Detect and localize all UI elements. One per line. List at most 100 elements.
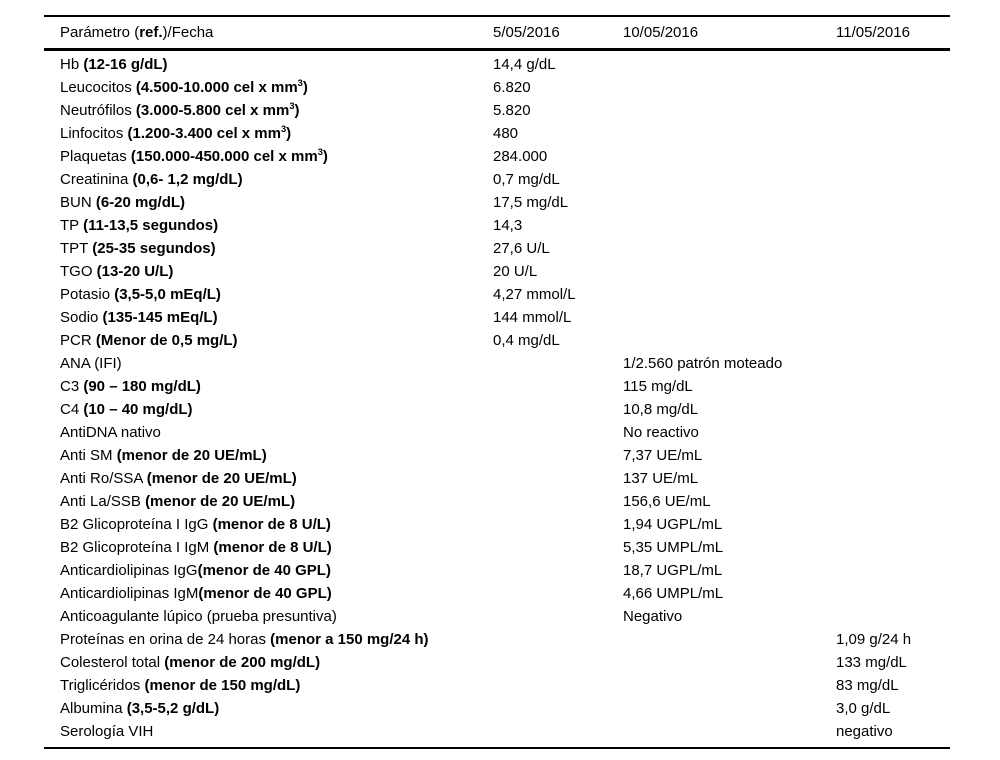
table-row: C3 (90 – 180 mg/dL) 115 mg/dL xyxy=(44,375,950,398)
parameter-reference-range: (11-13,5 segundos) xyxy=(83,217,219,234)
table-row: Potasio (3,5-5,0 mEq/L) 4,27 mmol/L xyxy=(44,283,950,306)
table-header-row: Parámetro (ref.)/Fecha 5/05/2016 10/05/2… xyxy=(44,17,950,51)
parameter-cell: Colesterol total (menor de 200 mg/dL) xyxy=(44,654,493,671)
table-row: B2 Glicoproteína I IgM (menor de 8 U/L) 5… xyxy=(44,536,950,559)
superscript: 3 xyxy=(280,125,287,134)
parameter-reference-range: (menor de 8 U/L) xyxy=(212,516,331,533)
parameter-reference-range: (6-20 mg/dL) xyxy=(95,194,186,211)
parameter-cell: Anti SM (menor de 20 UE/mL) xyxy=(44,447,493,464)
table-row: Proteínas en orina de 24 horas (menor a … xyxy=(44,628,950,651)
table-row: Triglicéridos (menor de 150 mg/dL) 83 mg/… xyxy=(44,674,950,697)
parameter-cell: ANA (IFI) xyxy=(44,355,493,372)
value-cell-date-2: 137 UE/mL xyxy=(623,470,699,487)
parameter-cell: Serología VIH xyxy=(44,723,493,740)
header-parameter-cell: Parámetro (ref.)/Fecha xyxy=(44,24,493,41)
value-cell-date-1: 284.000 xyxy=(493,148,548,165)
table-row: B2 Glicoproteína I IgG (menor de 8 U/L) 1… xyxy=(44,513,950,536)
parameter-cell: Anticardiolipinas IgG(menor de 40 GPL) xyxy=(44,562,493,579)
table-row: TGO (13-20 U/L) 20 U/L xyxy=(44,260,950,283)
parameter-name: Anticardiolipinas IgM xyxy=(60,585,199,602)
value-cell-date-2: 115 mg/dL xyxy=(623,378,693,395)
table-row: Plaquetas (150.000-450.000 cel x mm3) 284… xyxy=(44,145,950,168)
value-cell-date-1: 20 U/L xyxy=(493,263,538,280)
parameter-cell: PCR (Menor de 0,5 mg/L) xyxy=(44,332,493,349)
table-row: Anti Ro/SSA (menor de 20 UE/mL) 137 UE/mL xyxy=(44,467,950,490)
parameter-cell: Anti Ro/SSA (menor de 20 UE/mL) xyxy=(44,470,493,487)
table-row: Leucocitos (4.500-10.000 cel x mm3) 6.820 xyxy=(44,76,950,99)
parameter-name: Anticardiolipinas IgG xyxy=(60,562,198,579)
parameter-cell: Hb (12-16 g/dL) xyxy=(44,56,493,73)
value-cell-date-1: 4,27 mmol/L xyxy=(493,286,576,303)
table-row: Albumina (3,5-5,2 g/dL) 3,0 g/dL xyxy=(44,697,950,720)
table-row: Anti La/SSB (menor de 20 UE/mL) 156,6 UE/… xyxy=(44,490,950,513)
parameter-cell: C3 (90 – 180 mg/dL) xyxy=(44,378,493,395)
value-cell-date-3: negativo xyxy=(836,723,893,740)
table-row: Linfocitos (1.200-3.400 cel x mm3) 480 xyxy=(44,122,950,145)
table-row: TP (11-13,5 segundos) 14,3 xyxy=(44,214,950,237)
parameter-name: Anticoagulante lúpico xyxy=(60,608,207,625)
parameter-reference-range: (menor de 200 mg/dL) xyxy=(164,654,321,671)
parameter-reference-range: (13-20 U/L) xyxy=(96,263,174,280)
parameter-reference-range: (menor a 150 mg/24 h) xyxy=(270,631,429,648)
parameter-cell: Sodio (135-145 mEq/L) xyxy=(44,309,493,326)
header-date-1: 5/05/2016 xyxy=(493,24,560,41)
parameter-cell: Potasio (3,5-5,0 mEq/L) xyxy=(44,286,493,303)
header-parameter-suffix: )/Fecha xyxy=(162,24,214,41)
table-row: AntiDNA nativo No reactivo xyxy=(44,421,950,444)
parameter-name: Neutrófilos xyxy=(60,102,136,119)
header-date-3: 11/05/2016 xyxy=(836,24,910,41)
superscript: 3 xyxy=(289,102,295,111)
header-parameter-prefix: Parámetro ( xyxy=(60,24,140,41)
value-cell-date-2: 18,7 UGPL/mL xyxy=(623,562,723,579)
parameter-cell: Leucocitos (4.500-10.000 cel x mm3) xyxy=(44,79,493,96)
table-row: ANA (IFI) 1/2.560 patrón moteado xyxy=(44,352,950,375)
value-cell-date-2: 10,8 mg/dL xyxy=(623,401,699,418)
parameter-reference-range: (menor de 150 mg/dL) xyxy=(144,677,301,694)
value-cell-date-2: 1,94 UGPL/mL xyxy=(623,516,723,533)
parameter-name: C4 xyxy=(60,401,84,418)
parameter-name: B2 Glicoproteína I IgG xyxy=(60,516,213,533)
value-cell-date-3: 3,0 g/dL xyxy=(836,700,891,717)
parameter-name: BUN xyxy=(60,194,96,211)
parameter-name: TGO xyxy=(60,263,97,280)
parameter-cell: C4 (10 – 40 mg/dL) xyxy=(44,401,493,418)
table-body: Hb (12-16 g/dL) 14,4 g/dL Leucocitos (4.50… xyxy=(44,51,950,749)
table-row: PCR (Menor de 0,5 mg/L) 0,4 mg/dL xyxy=(44,329,950,352)
value-cell-date-1: 14,4 g/dL xyxy=(493,56,556,73)
superscript: 3 xyxy=(317,148,323,157)
parameter-name: PCR xyxy=(60,332,96,349)
table-row: BUN (6-20 mg/dL) 17,5 mg/dL xyxy=(44,191,950,214)
parameter-name: C3 xyxy=(60,378,84,395)
parameter-reference-range: (25-35 segundos) xyxy=(92,240,216,257)
parameter-cell: Proteínas en orina de 24 horas (menor a … xyxy=(44,631,493,648)
value-cell-date-3: 133 mg/dL xyxy=(836,654,907,671)
lab-results-table: Parámetro (ref.)/Fecha 5/05/2016 10/05/2… xyxy=(44,15,950,749)
table-row: Neutrófilos (3.000-5.800 cel x mm3) 5.820 xyxy=(44,99,950,122)
table-row: Sodio (135-145 mEq/L) 144 mmol/L xyxy=(44,306,950,329)
parameter-name: Anti La/SSB xyxy=(60,493,146,510)
parameter-reference-range: (90 – 180 mg/dL) xyxy=(83,378,201,395)
parameter-cell: Neutrófilos (3.000-5.800 cel x mm3) xyxy=(44,102,493,119)
parameter-name: TP xyxy=(60,217,84,234)
parameter-reference-range: (menor de 40 GPL) xyxy=(197,562,331,579)
parameter-name: Leucocitos xyxy=(60,79,136,96)
parameter-name: TPT xyxy=(60,240,93,257)
parameter-name: Triglicéridos xyxy=(60,677,145,694)
parameter-name: ANA xyxy=(60,355,95,372)
parameter-reference-range: (135-145 mEq/L) xyxy=(102,309,218,326)
parameter-cell: Triglicéridos (menor de 150 mg/dL) xyxy=(44,677,493,694)
parameter-cell: Anti La/SSB (menor de 20 UE/mL) xyxy=(44,493,493,510)
table-row: Serología VIH negativo xyxy=(44,720,950,743)
parameter-cell: Linfocitos (1.200-3.400 cel x mm3) xyxy=(44,125,493,142)
parameter-cell: Plaquetas (150.000-450.000 cel x mm3) xyxy=(44,148,493,165)
parameter-name: Albumina xyxy=(60,700,127,717)
parameter-reference-range: (0,6- 1,2 mg/dL) xyxy=(132,171,243,188)
table-row: C4 (10 – 40 mg/dL) 10,8 mg/dL xyxy=(44,398,950,421)
value-cell-date-2: No reactivo xyxy=(623,424,699,441)
value-cell-date-1: 0,4 mg/dL xyxy=(493,332,560,349)
table-row: Anti SM (menor de 20 UE/mL) 7,37 UE/mL xyxy=(44,444,950,467)
parameter-cell: TPT (25-35 segundos) xyxy=(44,240,493,257)
parameter-name: Proteínas en orina de 24 horas xyxy=(60,631,271,648)
value-cell-date-1: 5.820 xyxy=(493,102,531,119)
